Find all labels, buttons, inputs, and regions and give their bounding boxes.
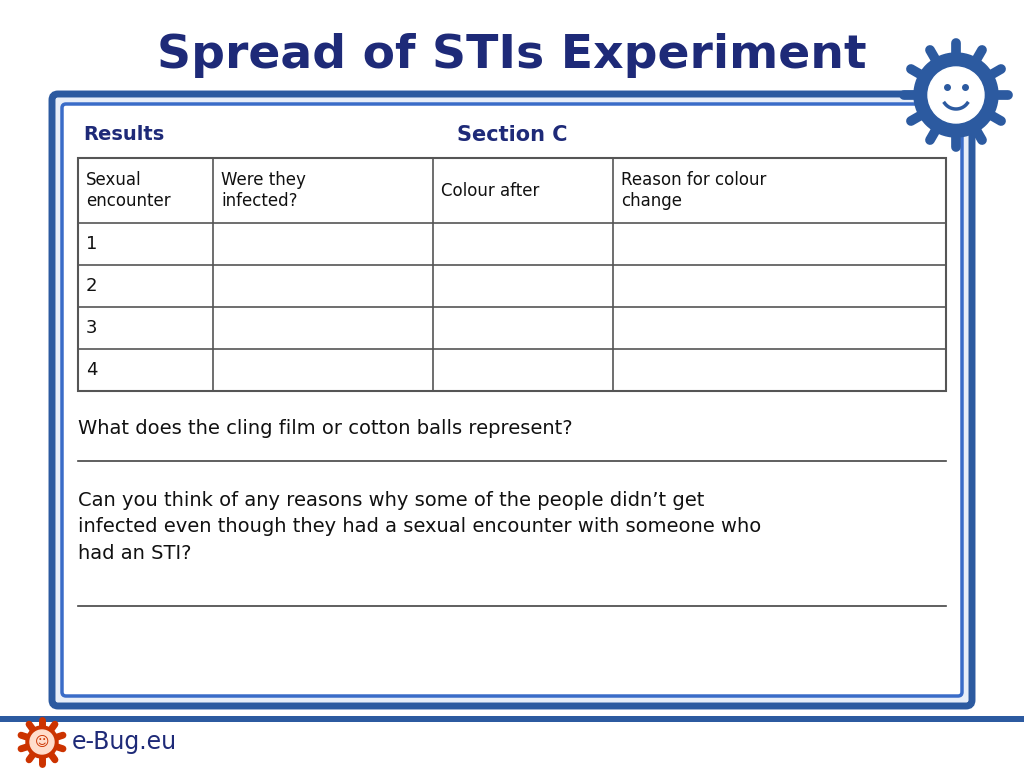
Text: What does the cling film or cotton balls represent?: What does the cling film or cotton balls… bbox=[78, 419, 572, 438]
Text: 4: 4 bbox=[86, 361, 97, 379]
Circle shape bbox=[26, 726, 58, 758]
Circle shape bbox=[30, 730, 54, 754]
Bar bbox=[0, 716, 1024, 768]
Bar bbox=[0, 716, 1024, 722]
Text: ☺: ☺ bbox=[35, 735, 49, 749]
Text: e-Bug.eu: e-Bug.eu bbox=[72, 730, 177, 754]
FancyBboxPatch shape bbox=[62, 104, 962, 696]
FancyBboxPatch shape bbox=[52, 94, 972, 706]
Text: Sexual
encounter: Sexual encounter bbox=[86, 171, 171, 210]
Bar bbox=[78, 158, 946, 391]
Text: Colour after: Colour after bbox=[441, 181, 540, 200]
Text: 1: 1 bbox=[86, 235, 97, 253]
Circle shape bbox=[928, 67, 984, 123]
Text: Can you think of any reasons why some of the people didn’t get
infected even tho: Can you think of any reasons why some of… bbox=[78, 491, 761, 563]
Circle shape bbox=[914, 53, 998, 137]
Text: Results: Results bbox=[83, 125, 164, 144]
Text: Spread of STIs Experiment: Spread of STIs Experiment bbox=[158, 32, 866, 78]
Text: Reason for colour
change: Reason for colour change bbox=[621, 171, 766, 210]
Text: Section C: Section C bbox=[457, 125, 567, 145]
Text: 3: 3 bbox=[86, 319, 97, 337]
Text: 2: 2 bbox=[86, 277, 97, 295]
Text: Were they
infected?: Were they infected? bbox=[221, 171, 306, 210]
